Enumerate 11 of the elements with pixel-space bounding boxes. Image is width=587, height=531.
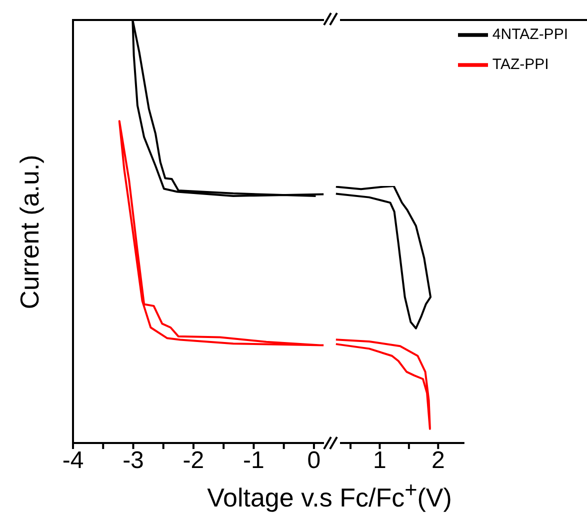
x-tick-label: 2 (431, 447, 445, 474)
legend-label: TAZ-PPI (492, 56, 549, 73)
x-tick-label: -1 (243, 447, 264, 474)
x-tick-label: 1 (373, 447, 386, 474)
x-tick-label: -4 (62, 447, 84, 474)
x-tick-label: 0 (307, 447, 321, 474)
x-tick-label: -2 (182, 447, 204, 474)
x-tick-label: -3 (122, 447, 144, 474)
y-axis-title: Current (a.u.) (14, 154, 46, 309)
x-axis-title: Voltage v.s Fc/Fc$^{+}$(V) (206, 477, 453, 514)
legend-label: 4NTAZ-PPI (492, 26, 568, 43)
